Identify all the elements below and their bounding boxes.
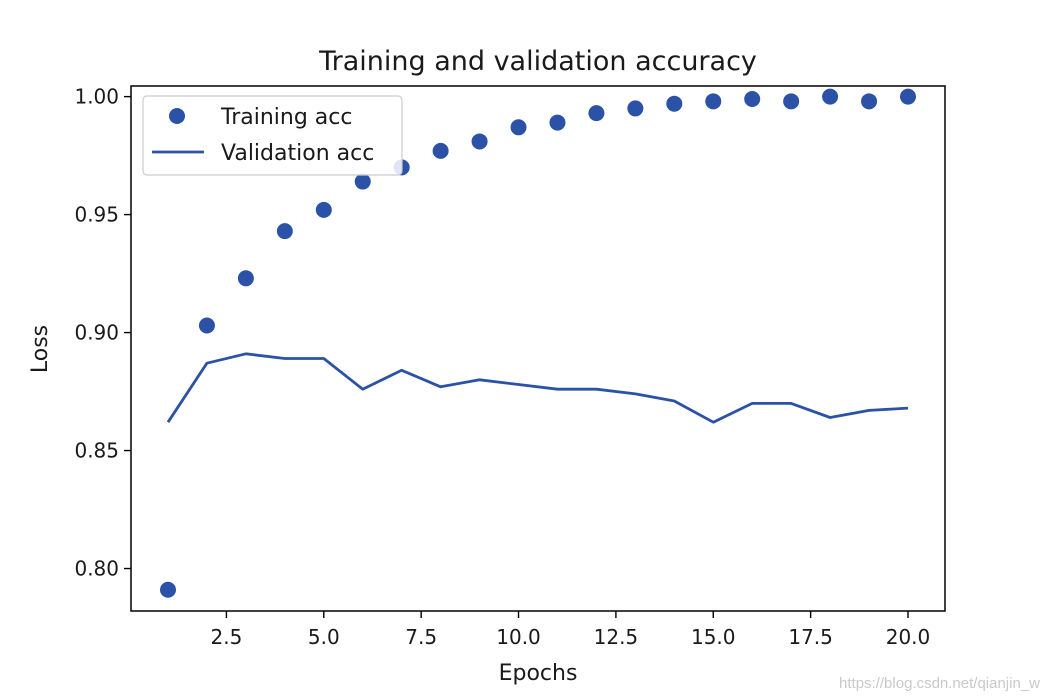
x-tick-label: 7.5 (405, 625, 437, 649)
point-training-acc (822, 88, 839, 105)
y-axis-label: Loss (28, 325, 53, 373)
point-training-acc (783, 93, 800, 110)
point-training-acc (160, 581, 176, 598)
point-training-acc (198, 317, 215, 334)
x-axis: 2.5 5.0 7.5 10.0 12.5 15.0 17.5 20.0 (211, 611, 931, 649)
point-training-acc (237, 270, 254, 287)
point-training-acc (705, 93, 722, 110)
point-training-acc (276, 223, 293, 240)
plot-area (130, 85, 946, 612)
point-training-acc (549, 114, 566, 131)
y-tick-label: 1.00 (74, 85, 119, 109)
x-tick-label: 10.0 (496, 625, 541, 649)
point-training-acc (861, 93, 878, 110)
x-tick-label: 17.5 (788, 625, 833, 649)
x-tick-label: 5.0 (308, 625, 340, 649)
legend-label-training-acc: Training acc (220, 105, 352, 130)
series-layer (160, 88, 916, 598)
y-tick-label: 0.80 (74, 557, 119, 581)
point-training-acc (315, 201, 332, 218)
y-axis: 0.80 0.85 0.90 0.95 1.00 (74, 85, 131, 581)
x-axis-label: Epochs (499, 661, 578, 686)
legend-box (142, 95, 403, 176)
y-tick-label: 0.90 (74, 321, 119, 345)
point-training-acc (510, 119, 527, 136)
point-training-acc (627, 100, 644, 117)
x-tick-label: 20.0 (886, 625, 931, 649)
point-training-acc (432, 142, 449, 159)
series-line-validation-acc (166, 352, 909, 424)
x-tick-label: 12.5 (594, 625, 639, 649)
watermark: https://blog.csdn.net/qianjin_w (839, 675, 1040, 692)
point-training-acc (744, 90, 761, 107)
legend-label-validation-acc: Validation acc (221, 141, 374, 166)
legend: Training acc Validation acc (142, 95, 403, 176)
point-training-acc (588, 105, 605, 122)
legend-marker-training-acc (169, 108, 185, 124)
x-tick-label: 15.0 (691, 625, 736, 649)
y-tick-label: 0.95 (74, 203, 119, 227)
point-training-acc (900, 88, 916, 105)
x-tick-label: 2.5 (211, 625, 243, 649)
point-training-acc (666, 95, 683, 112)
point-training-acc (354, 173, 371, 190)
chart-title: Training and validation accuracy (318, 46, 757, 77)
point-training-acc (471, 133, 488, 150)
y-tick-label: 0.85 (74, 439, 119, 463)
